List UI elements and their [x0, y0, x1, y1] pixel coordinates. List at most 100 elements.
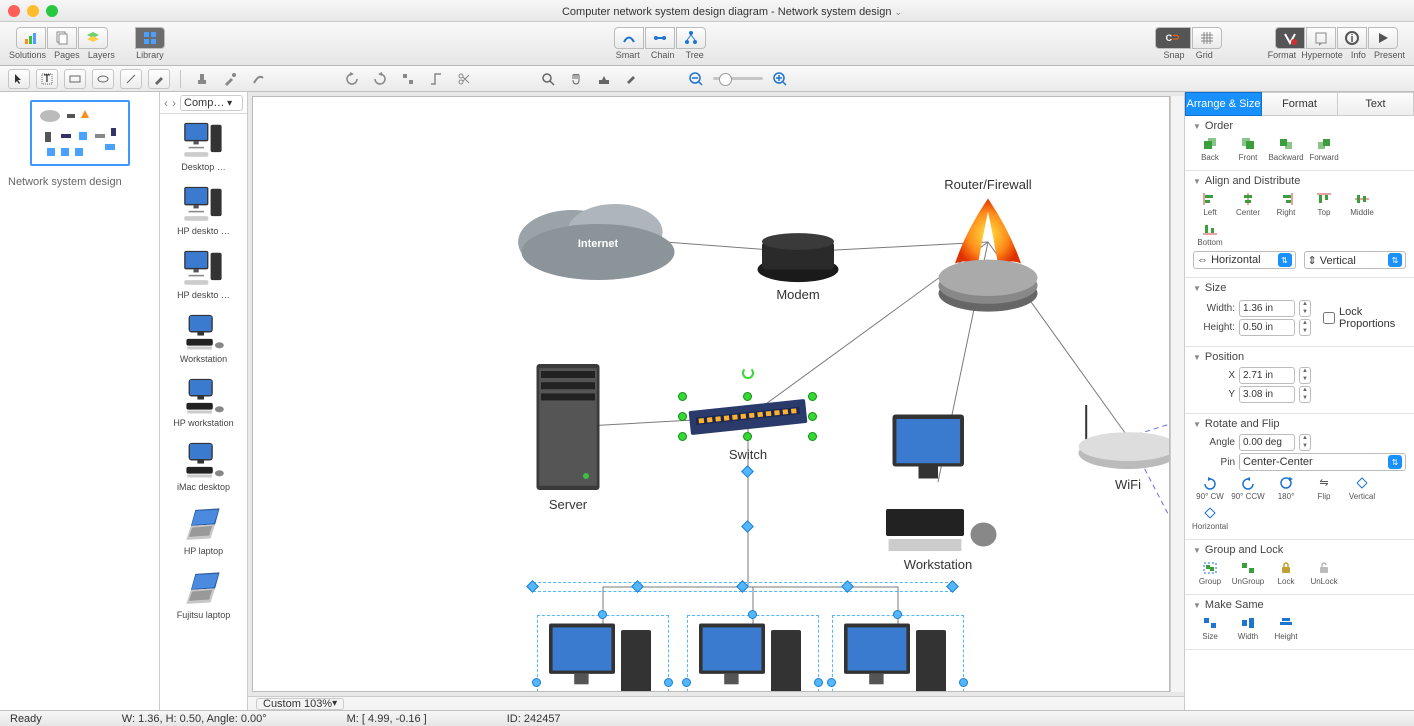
order-row-backward[interactable]: Backward — [1269, 136, 1303, 162]
snap-button[interactable]: C⊃ — [1155, 27, 1191, 49]
align-row-left[interactable]: Left — [1193, 191, 1227, 217]
library-item-hp-workstation[interactable]: HP workstation — [160, 370, 247, 434]
present-button[interactable] — [1368, 27, 1398, 49]
library-forward-button[interactable]: › — [172, 96, 176, 110]
ellipse-tool[interactable] — [92, 69, 114, 89]
rotate-row--ccw[interactable]: 90° CCW — [1231, 475, 1265, 501]
align-row-middle[interactable]: Middle — [1345, 191, 1379, 217]
pages-button[interactable] — [47, 27, 77, 49]
library-selector[interactable]: Comp… ▾ — [180, 95, 243, 111]
minimize-icon[interactable] — [27, 5, 39, 17]
makesame-row-size[interactable]: Size — [1193, 615, 1227, 641]
y-input[interactable] — [1239, 386, 1295, 403]
library-item-hp-laptop[interactable]: HP laptop — [160, 498, 247, 562]
makesame-section-header[interactable]: Make Same — [1193, 599, 1406, 611]
width-input[interactable] — [1239, 300, 1295, 317]
diagram-node-modem[interactable]: Modem — [753, 217, 843, 302]
chain-button[interactable] — [645, 27, 675, 49]
inspector-tab-arrange-size[interactable]: Arrange & Size — [1185, 92, 1262, 116]
group-section-header[interactable]: Group and Lock — [1193, 544, 1406, 556]
diagram-node-internet[interactable]: Internet — [513, 187, 683, 287]
hypernote-button[interactable] — [1306, 27, 1336, 49]
diagram-node-workstation[interactable]: Workstation — [873, 407, 1003, 572]
zoom-display[interactable]: Custom 103% ▾ — [256, 698, 344, 710]
zoom-out-button[interactable] — [685, 69, 707, 89]
rotate-row--[interactable]: 180° — [1269, 475, 1303, 501]
tree-button[interactable] — [676, 27, 706, 49]
align-tool[interactable] — [397, 69, 419, 89]
crop-tool[interactable] — [593, 69, 615, 89]
connector-tool[interactable] — [425, 69, 447, 89]
pin-select[interactable]: Center-Center⇅ — [1239, 453, 1406, 471]
zoom-slider[interactable] — [713, 77, 763, 80]
align-row-center[interactable]: Center — [1231, 191, 1265, 217]
rotate-row--cw[interactable]: 90° CW — [1193, 475, 1227, 501]
zoom-in-button[interactable] — [769, 69, 791, 89]
group-row-group[interactable]: Group — [1193, 560, 1227, 586]
align-row-bottom[interactable]: Bottom — [1193, 221, 1227, 247]
align-row-top[interactable]: Top — [1307, 191, 1341, 217]
x-input[interactable] — [1239, 367, 1295, 384]
format-button[interactable] — [1275, 27, 1305, 49]
angle-stepper[interactable]: ▲▼ — [1299, 434, 1311, 451]
diagram-node-server[interactable]: Server — [523, 357, 613, 512]
makesame-row-height[interactable]: Height — [1269, 615, 1303, 641]
smart-button[interactable] — [614, 27, 644, 49]
order-row-forward[interactable]: Forward — [1307, 136, 1341, 162]
library-item-desktop[interactable]: Desktop … — [160, 114, 247, 178]
library-back-button[interactable]: ‹ — [164, 96, 168, 110]
group-row-lock[interactable]: Lock — [1269, 560, 1303, 586]
text-tool[interactable]: T — [36, 69, 58, 89]
library-item-imac[interactable]: iMac desktop — [160, 434, 247, 498]
library-button[interactable] — [135, 27, 165, 49]
magnify-tool[interactable] — [537, 69, 559, 89]
y-stepper[interactable]: ▲▼ — [1299, 386, 1311, 403]
library-item-hp-desktop-2[interactable]: HP deskto … — [160, 242, 247, 306]
position-section-header[interactable]: Position — [1193, 351, 1406, 363]
height-input[interactable] — [1239, 319, 1295, 336]
distribute-vertical-select[interactable]: ⇕ Vertical⇅ — [1304, 251, 1407, 269]
rotate-row-horizontal[interactable]: Horizontal — [1193, 505, 1227, 531]
pen-tool[interactable] — [148, 69, 170, 89]
close-icon[interactable] — [8, 5, 20, 17]
angle-input[interactable] — [1239, 434, 1295, 451]
group-row-unlock[interactable]: UnLock — [1307, 560, 1341, 586]
brush-tool[interactable] — [247, 69, 269, 89]
stamp-tool[interactable] — [191, 69, 213, 89]
width-stepper[interactable]: ▲▼ — [1299, 300, 1311, 317]
inspector-tab-text[interactable]: Text — [1338, 92, 1414, 116]
page-name-label[interactable]: Network system design — [8, 176, 151, 188]
align-row-right[interactable]: Right — [1269, 191, 1303, 217]
horizontal-scrollbar[interactable]: Custom 103% ▾ — [248, 696, 1184, 710]
rotate-right-tool[interactable] — [369, 69, 391, 89]
makesame-row-width[interactable]: Width — [1231, 615, 1265, 641]
layers-button[interactable] — [78, 27, 108, 49]
grid-button[interactable] — [1192, 27, 1222, 49]
order-section-header[interactable]: Order — [1193, 120, 1406, 132]
color-picker-tool[interactable] — [621, 69, 643, 89]
hand-tool[interactable] — [565, 69, 587, 89]
diagram-node-firewall[interactable]: Router/Firewall — [933, 177, 1043, 322]
eyedropper-tool[interactable] — [219, 69, 241, 89]
rotate-left-tool[interactable] — [341, 69, 363, 89]
rect-tool[interactable] — [64, 69, 86, 89]
lock-proportions-checkbox[interactable]: Lock Proportions — [1323, 298, 1406, 338]
pointer-tool[interactable] — [8, 69, 30, 89]
size-section-header[interactable]: Size — [1193, 282, 1406, 294]
line-tool[interactable] — [120, 69, 142, 89]
align-section-header[interactable]: Align and Distribute — [1193, 175, 1406, 187]
vertical-scrollbar[interactable] — [1170, 96, 1184, 692]
order-row-back[interactable]: Back — [1193, 136, 1227, 162]
group-row-ungroup[interactable]: UnGroup — [1231, 560, 1265, 586]
zoom-icon[interactable] — [46, 5, 58, 17]
canvas[interactable]: InternetModemRouter/FirewallServerSwitch… — [252, 96, 1170, 692]
library-item-fujitsu[interactable]: Fujitsu laptop — [160, 562, 247, 626]
library-item-workstation[interactable]: Workstation — [160, 306, 247, 370]
rotate-row-vertical[interactable]: Vertical — [1345, 475, 1379, 501]
height-stepper[interactable]: ▲▼ — [1299, 319, 1311, 336]
scissors-tool[interactable] — [453, 69, 475, 89]
inspector-tab-format[interactable]: Format — [1262, 92, 1338, 116]
distribute-horizontal-select[interactable]: ⇔ Horizontal⇅ — [1193, 251, 1296, 269]
order-row-front[interactable]: Front — [1231, 136, 1265, 162]
info-button[interactable]: i — [1337, 27, 1367, 49]
